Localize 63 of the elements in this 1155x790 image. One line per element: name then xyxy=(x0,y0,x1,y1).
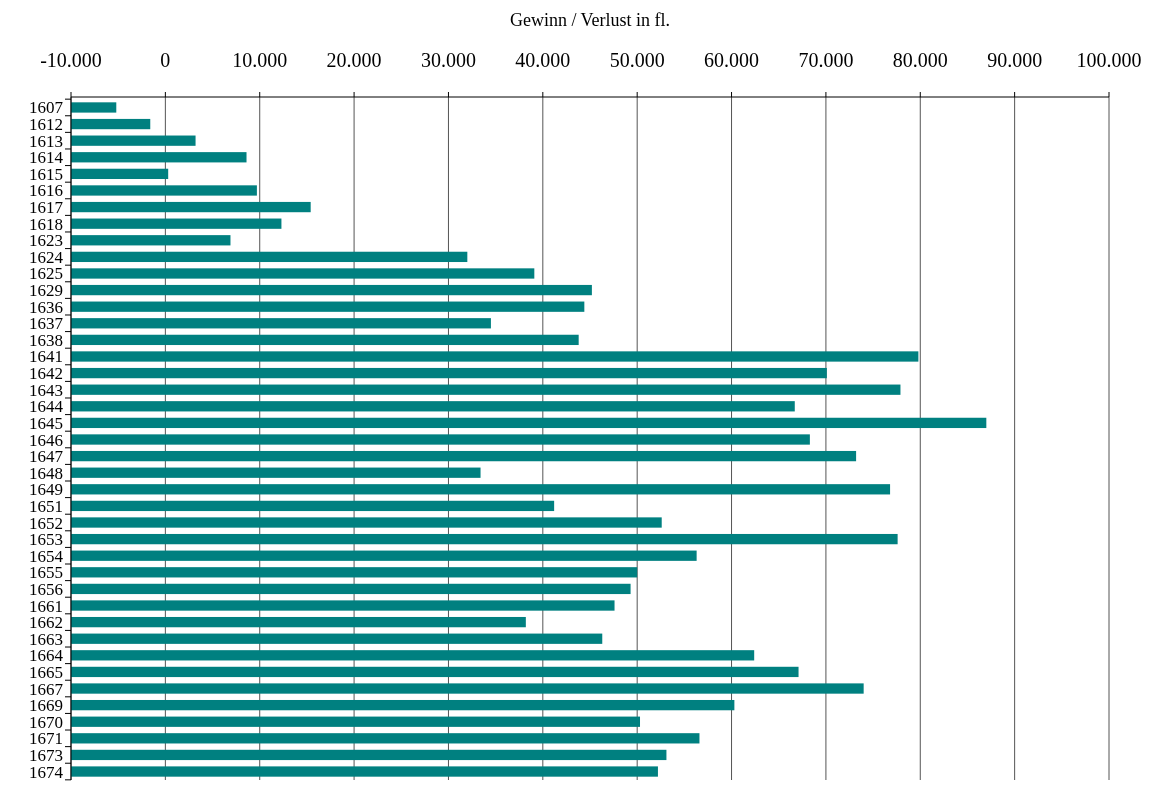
y-tick-label: 1652 xyxy=(29,513,63,533)
bar xyxy=(71,583,631,595)
bar xyxy=(71,185,257,196)
bar xyxy=(71,417,987,429)
x-tick-label: 90.000 xyxy=(987,49,1043,71)
x-tick-label: 100.000 xyxy=(1076,49,1142,71)
bar xyxy=(71,334,579,346)
bar xyxy=(71,500,555,512)
y-tick-label: 1661 xyxy=(29,596,63,616)
x-tick-label: 40.000 xyxy=(515,49,571,71)
y-tick-label: 1607 xyxy=(29,98,64,118)
bar xyxy=(71,650,755,661)
x-tick-label: 80.000 xyxy=(892,49,948,71)
bar xyxy=(71,251,468,263)
bar xyxy=(71,268,535,279)
bar xyxy=(71,766,658,777)
bar xyxy=(71,683,864,694)
bar xyxy=(71,666,799,678)
bar xyxy=(71,616,526,628)
bar xyxy=(71,550,697,561)
bar xyxy=(71,384,901,395)
bar xyxy=(71,633,603,644)
x-tick-label: 10.000 xyxy=(232,49,288,71)
bar xyxy=(71,367,827,379)
x-tick-label: 0 xyxy=(160,49,171,71)
bar xyxy=(71,733,700,744)
x-tick-label: 60.000 xyxy=(704,49,760,71)
bar xyxy=(71,284,592,296)
chart-title: Gewinn / Verlust in fl. xyxy=(509,10,671,30)
bar xyxy=(71,517,662,528)
bar xyxy=(71,152,247,163)
bar xyxy=(71,168,169,180)
bar xyxy=(71,235,231,246)
y-tick-label: 1641 xyxy=(29,347,63,367)
bar xyxy=(71,600,615,611)
bar xyxy=(71,716,641,727)
bar xyxy=(71,467,481,478)
bar xyxy=(71,450,857,462)
y-tick-label: 1646 xyxy=(29,430,63,450)
x-tick-label: 50.000 xyxy=(609,49,665,71)
bar xyxy=(71,401,795,412)
x-tick-label: 20.000 xyxy=(326,49,382,71)
x-tick-label: -10.000 xyxy=(40,49,102,71)
bar xyxy=(71,102,117,113)
bar xyxy=(71,201,311,213)
y-tick-label: 1667 xyxy=(29,679,64,699)
bar xyxy=(71,118,151,130)
bar xyxy=(71,434,810,445)
bar xyxy=(71,749,667,761)
bar xyxy=(71,218,282,229)
bar xyxy=(71,351,919,362)
y-tick-label: 1674 xyxy=(29,762,64,782)
x-tick-label: 70.000 xyxy=(798,49,854,71)
y-tick-label: 1616 xyxy=(29,181,63,201)
x-tick-label: 30.000 xyxy=(420,49,476,71)
bar xyxy=(71,484,891,495)
bar xyxy=(71,567,638,578)
bar xyxy=(71,699,735,711)
y-tick-label: 1625 xyxy=(29,264,63,284)
bar xyxy=(71,301,585,312)
bar xyxy=(71,318,491,329)
bar xyxy=(71,135,196,146)
bar xyxy=(71,533,898,545)
